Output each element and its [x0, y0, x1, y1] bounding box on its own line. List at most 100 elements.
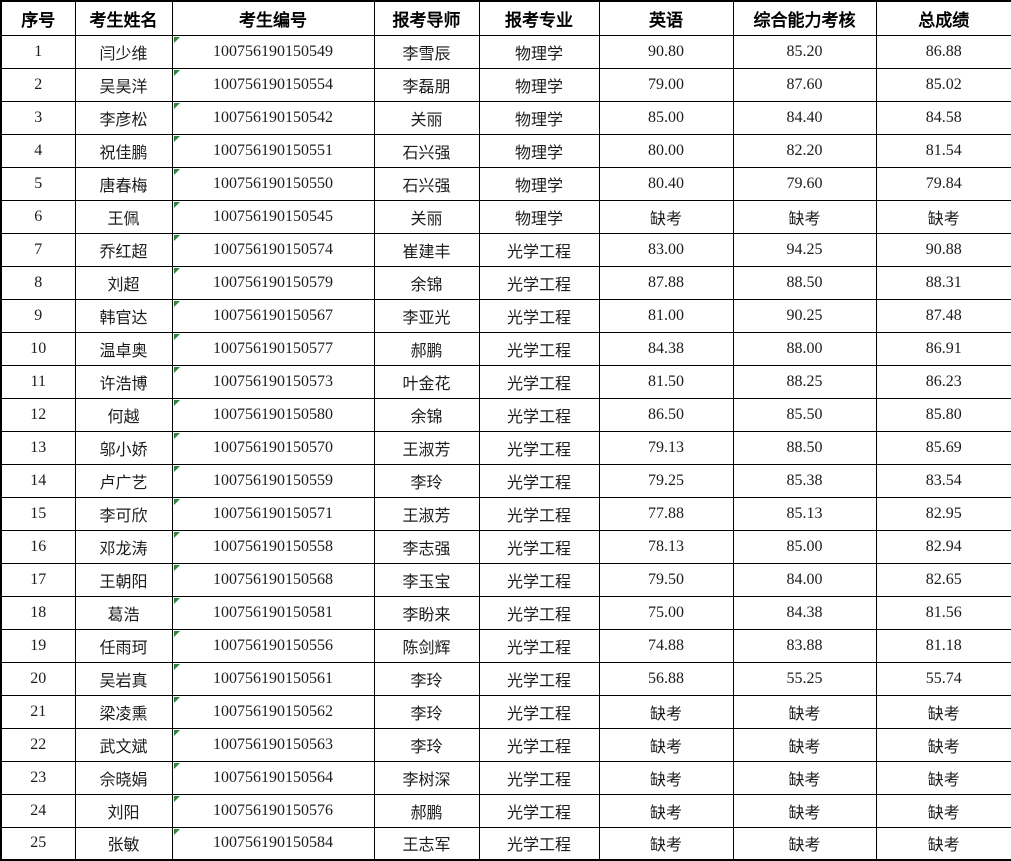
- cell-major: 光学工程: [478, 265, 600, 300]
- candidate-code-text: 100756190150550: [213, 174, 333, 192]
- cell-advisor: 郝鹏: [373, 331, 480, 366]
- cell-major: 物理学: [478, 133, 600, 168]
- cell-advisor: 崔建丰: [373, 232, 480, 267]
- cell-comprehensive-score: 79.60: [732, 166, 877, 201]
- cell-candidate-name: 邓龙涛: [74, 529, 173, 564]
- cell-candidate-name: 佘晓娟: [74, 760, 173, 795]
- cell-english-score: 85.00: [598, 100, 734, 135]
- cell-advisor: 李玲: [373, 727, 480, 762]
- table-row: 21 梁凌熏 100756190150562 李玲 光学工程 缺考 缺考 缺考: [0, 694, 1011, 729]
- cell-index: 10: [0, 331, 76, 366]
- table-row: 23 佘晓娟 100756190150564 李树深 光学工程 缺考 缺考 缺考: [0, 760, 1011, 795]
- cell-total-score: 90.88: [875, 232, 1011, 267]
- cell-major: 光学工程: [478, 430, 600, 465]
- cell-major: 光学工程: [478, 529, 600, 564]
- column-header: 考生姓名: [74, 0, 173, 36]
- cell-major: 物理学: [478, 166, 600, 201]
- table-row: 10 温卓奥 100756190150577 郝鹏 光学工程 84.38 88.…: [0, 331, 1011, 366]
- cell-total-score: 84.58: [875, 100, 1011, 135]
- cell-candidate-name: 梁凌熏: [74, 694, 173, 729]
- cell-index: 11: [0, 364, 76, 399]
- cell-major: 光学工程: [478, 331, 600, 366]
- cell-flag-triangle-icon: [173, 729, 180, 736]
- table-row: 16 邓龙涛 100756190150558 李志强 光学工程 78.13 85…: [0, 529, 1011, 564]
- cell-flag-triangle-icon: [173, 630, 180, 637]
- cell-comprehensive-score: 84.40: [732, 100, 877, 135]
- cell-advisor: 关丽: [373, 199, 480, 234]
- cell-comprehensive-score: 84.38: [732, 595, 877, 630]
- cell-major: 光学工程: [478, 562, 600, 597]
- cell-flag-triangle-icon: [173, 201, 180, 208]
- table-row: 6 王佩 100756190150545 关丽 物理学 缺考 缺考 缺考: [0, 199, 1011, 234]
- cell-flag-triangle-icon: [173, 366, 180, 373]
- candidate-code-text: 100756190150570: [213, 438, 333, 456]
- cell-flag-triangle-icon: [173, 498, 180, 505]
- table-row: 8 刘超 100756190150579 余锦 光学工程 87.88 88.50…: [0, 265, 1011, 300]
- candidate-code-text: 100756190150561: [213, 669, 333, 687]
- cell-total-score: 缺考: [875, 793, 1011, 828]
- table-row: 15 李可欣 100756190150571 王淑芳 光学工程 77.88 85…: [0, 496, 1011, 531]
- column-header: 报考导师: [373, 0, 480, 36]
- cell-flag-triangle-icon: [173, 432, 180, 439]
- cell-english-score: 81.00: [598, 298, 734, 333]
- cell-index: 19: [0, 628, 76, 663]
- table-row: 13 邬小娇 100756190150570 王淑芳 光学工程 79.13 88…: [0, 430, 1011, 465]
- cell-advisor: 余锦: [373, 265, 480, 300]
- cell-candidate-name: 王佩: [74, 199, 173, 234]
- cell-english-score: 79.13: [598, 430, 734, 465]
- cell-candidate-name: 韩官达: [74, 298, 173, 333]
- cell-total-score: 86.88: [875, 34, 1011, 69]
- candidate-code-text: 100756190150562: [213, 702, 333, 720]
- cell-candidate-code: 100756190150558: [171, 529, 375, 564]
- table-row: 22 武文斌 100756190150563 李玲 光学工程 缺考 缺考 缺考: [0, 727, 1011, 762]
- cell-major: 光学工程: [478, 397, 600, 432]
- column-header: 序号: [0, 0, 76, 36]
- cell-advisor: 李树深: [373, 760, 480, 795]
- cell-candidate-name: 乔红超: [74, 232, 173, 267]
- cell-advisor: 郝鹏: [373, 793, 480, 828]
- candidate-code-text: 100756190150580: [213, 405, 333, 423]
- cell-index: 2: [0, 67, 76, 102]
- cell-comprehensive-score: 缺考: [732, 727, 877, 762]
- cell-comprehensive-score: 88.50: [732, 265, 877, 300]
- table-row: 5 唐春梅 100756190150550 石兴强 物理学 80.40 79.6…: [0, 166, 1011, 201]
- cell-index: 13: [0, 430, 76, 465]
- table-row: 11 许浩博 100756190150573 叶金花 光学工程 81.50 88…: [0, 364, 1011, 399]
- cell-english-score: 缺考: [598, 826, 734, 861]
- cell-major: 光学工程: [478, 826, 600, 861]
- candidate-code-text: 100756190150551: [213, 141, 333, 159]
- candidate-code-text: 100756190150554: [213, 75, 333, 93]
- table-row: 24 刘阳 100756190150576 郝鹏 光学工程 缺考 缺考 缺考: [0, 793, 1011, 828]
- cell-english-score: 缺考: [598, 760, 734, 795]
- cell-candidate-name: 葛浩: [74, 595, 173, 630]
- cell-comprehensive-score: 缺考: [732, 826, 877, 861]
- cell-index: 15: [0, 496, 76, 531]
- cell-comprehensive-score: 87.60: [732, 67, 877, 102]
- cell-advisor: 李玉宝: [373, 562, 480, 597]
- cell-english-score: 75.00: [598, 595, 734, 630]
- cell-candidate-name: 王朝阳: [74, 562, 173, 597]
- cell-english-score: 缺考: [598, 694, 734, 729]
- cell-total-score: 81.18: [875, 628, 1011, 663]
- cell-candidate-name: 闫少维: [74, 34, 173, 69]
- cell-major: 光学工程: [478, 661, 600, 696]
- cell-english-score: 80.40: [598, 166, 734, 201]
- cell-total-score: 86.23: [875, 364, 1011, 399]
- cell-index: 24: [0, 793, 76, 828]
- cell-comprehensive-score: 94.25: [732, 232, 877, 267]
- cell-flag-triangle-icon: [173, 333, 180, 340]
- cell-candidate-code: 100756190150570: [171, 430, 375, 465]
- cell-english-score: 90.80: [598, 34, 734, 69]
- cell-candidate-code: 100756190150542: [171, 100, 375, 135]
- candidate-code-text: 100756190150558: [213, 537, 333, 555]
- cell-candidate-code: 100756190150573: [171, 364, 375, 399]
- candidate-code-text: 100756190150574: [213, 240, 333, 258]
- cell-comprehensive-score: 88.50: [732, 430, 877, 465]
- cell-candidate-code: 100756190150577: [171, 331, 375, 366]
- cell-advisor: 李玲: [373, 661, 480, 696]
- table-row: 20 吴岩真 100756190150561 李玲 光学工程 56.88 55.…: [0, 661, 1011, 696]
- cell-total-score: 82.95: [875, 496, 1011, 531]
- cell-index: 12: [0, 397, 76, 432]
- candidate-code-text: 100756190150564: [213, 768, 333, 786]
